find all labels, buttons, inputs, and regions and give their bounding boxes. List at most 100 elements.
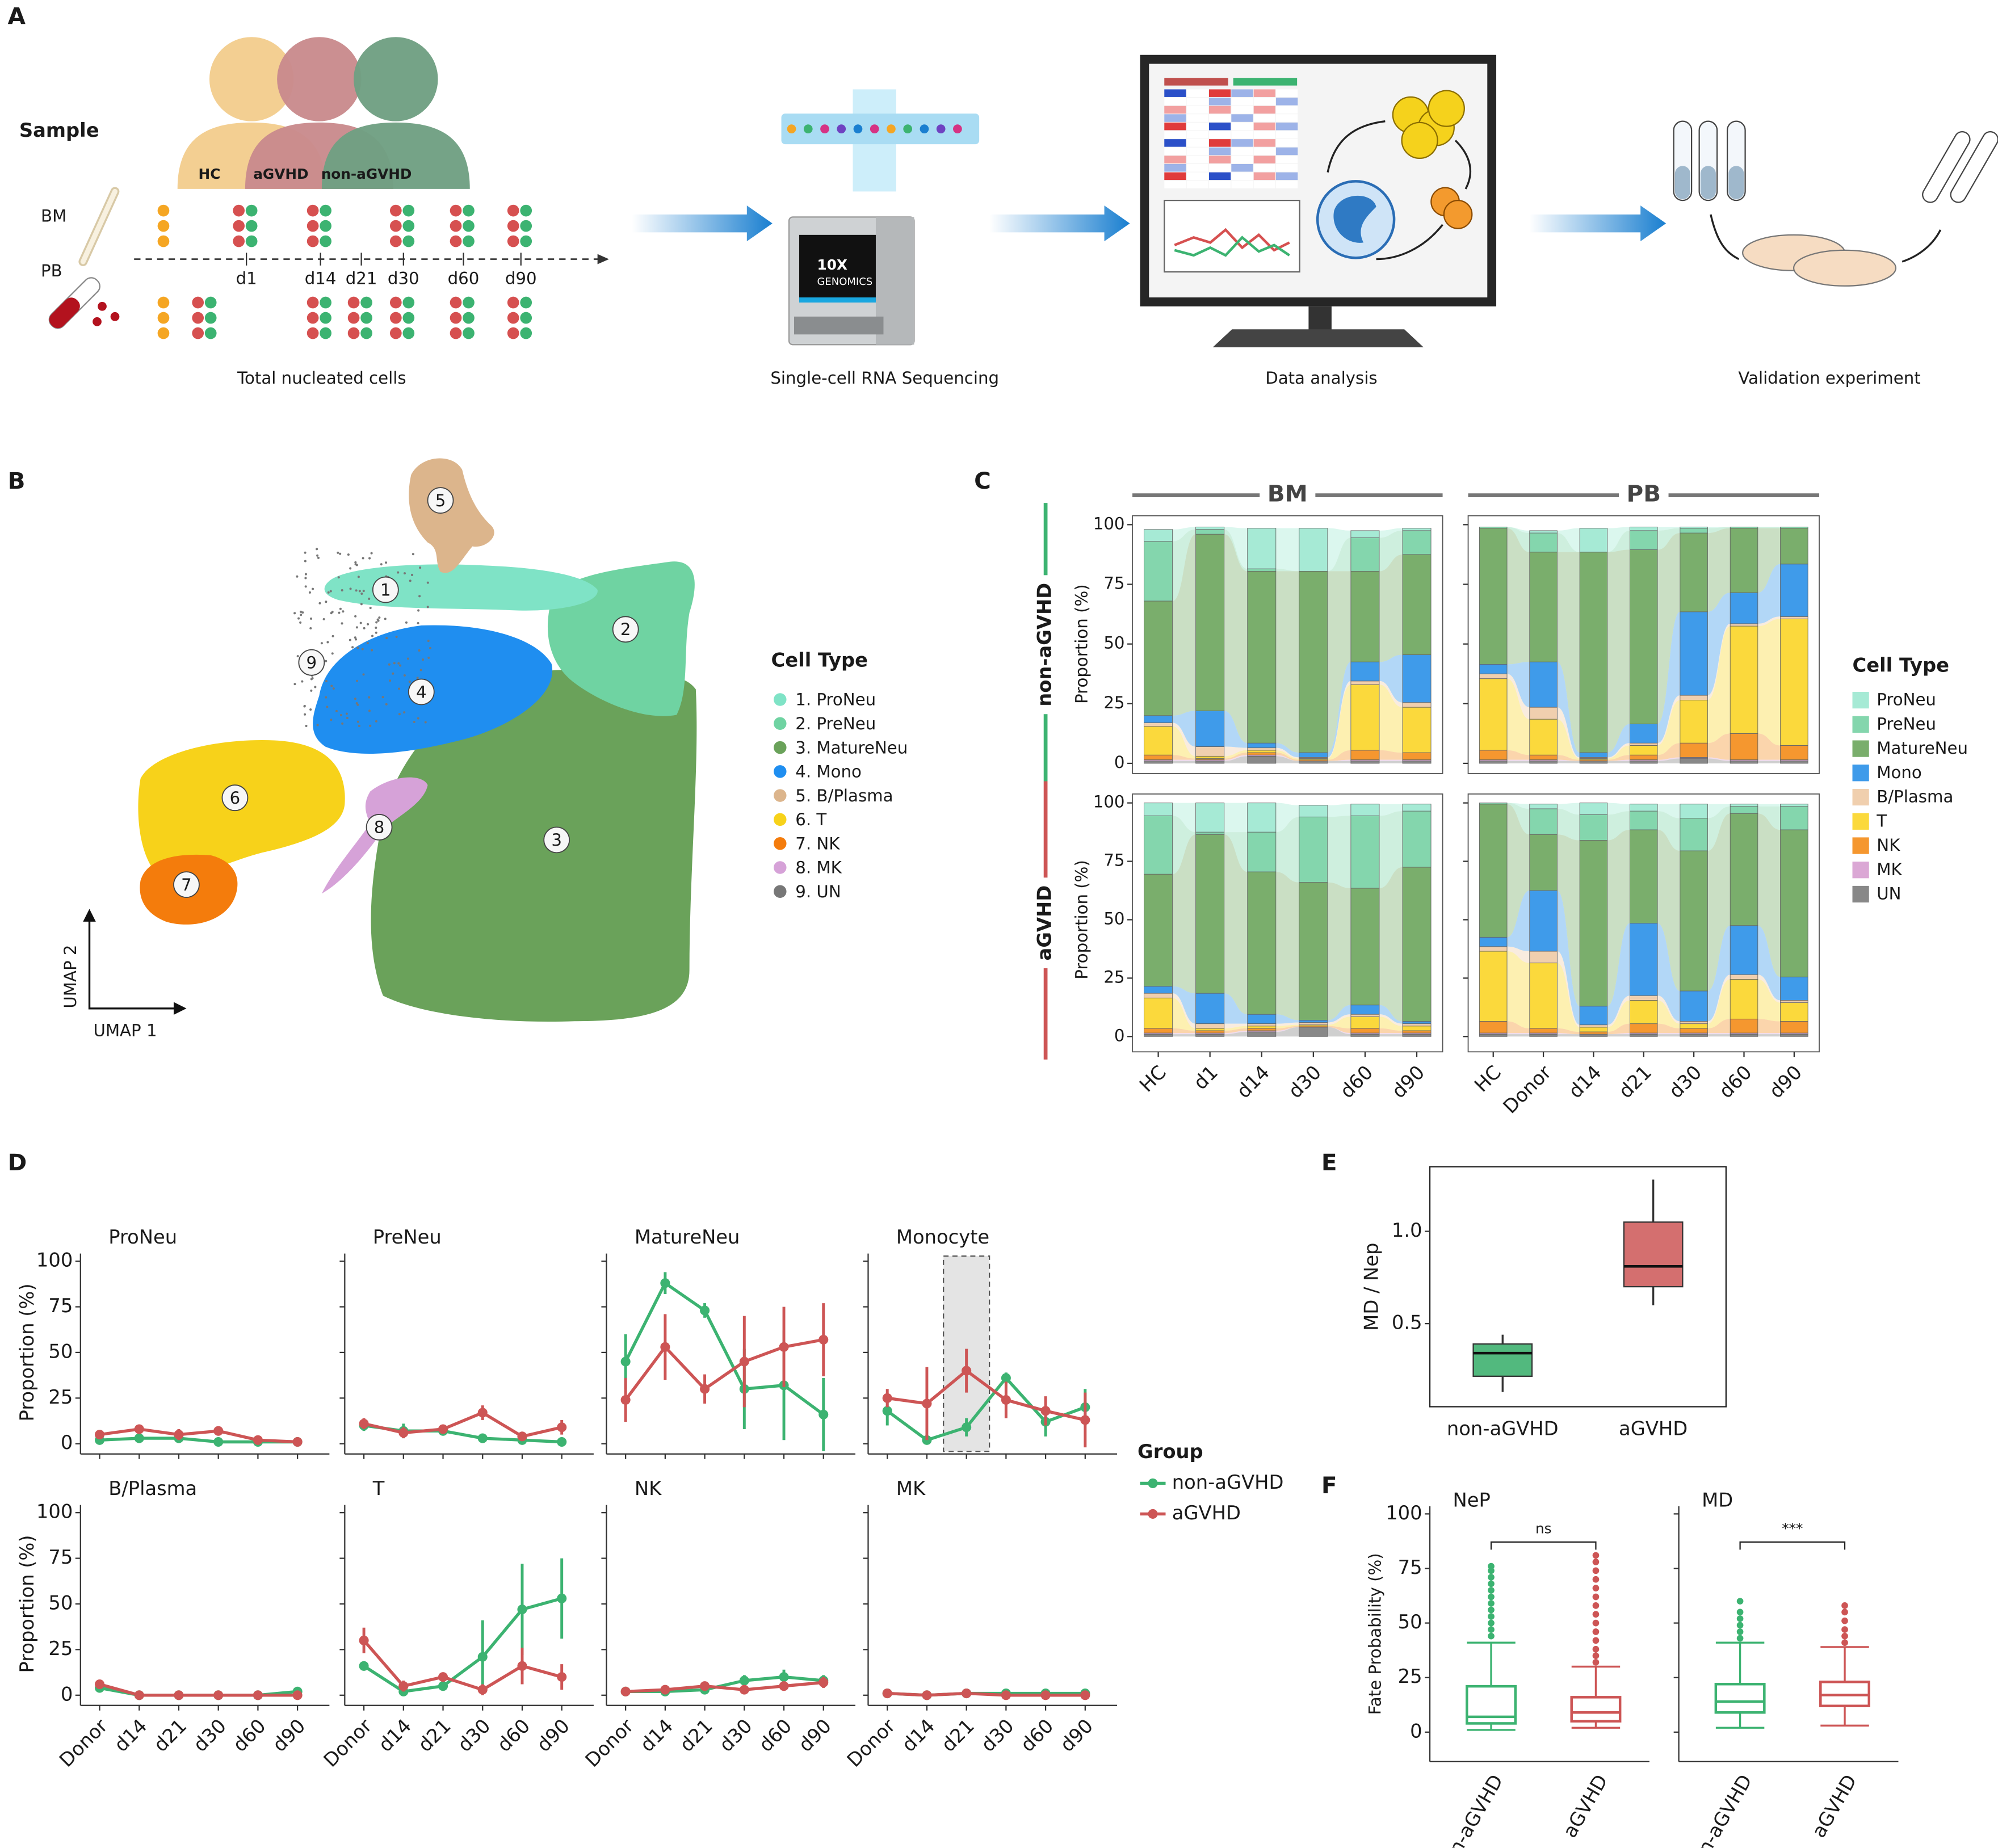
- mini-line: [1174, 236, 1290, 257]
- sample-dot: [233, 235, 245, 247]
- heat-cell: [1276, 122, 1298, 131]
- mean-point: [398, 1427, 409, 1438]
- bar-segment: [1247, 1023, 1277, 1027]
- sample-dot: [450, 327, 462, 339]
- umap-point: [299, 621, 302, 624]
- alluvial-band: [1379, 1005, 1403, 1024]
- heat-cell: [1208, 106, 1231, 114]
- umap-point: [403, 711, 406, 714]
- umap-point: [304, 573, 307, 576]
- bar-segment: [1630, 995, 1658, 1001]
- y-tick-label: 50: [1398, 1611, 1422, 1633]
- legend-swatch: [1852, 885, 1869, 903]
- alluvial-band: [1379, 528, 1403, 538]
- heat-cell: [1253, 98, 1275, 106]
- row-header: aGVHD: [1034, 885, 1056, 961]
- heat-head: [1164, 78, 1228, 86]
- outlier: [1488, 1593, 1495, 1601]
- sample-dot: [157, 312, 170, 324]
- alluvial-band: [1607, 743, 1630, 759]
- outlier: [1841, 1608, 1848, 1616]
- umap-point: [325, 680, 328, 683]
- mean-point: [438, 1672, 448, 1682]
- legend-label: B/Plasma: [1877, 787, 1953, 807]
- umap-point: [419, 669, 422, 671]
- series-line: [887, 1691, 1085, 1697]
- heat-cell: [1253, 180, 1275, 188]
- bar-segment: [1144, 754, 1173, 761]
- umap-point: [354, 615, 357, 618]
- bead: [936, 124, 946, 134]
- alluvial-band: [1707, 806, 1731, 851]
- bar-segment: [1479, 936, 1508, 947]
- sample-dot: [360, 296, 372, 309]
- heat-cell: [1208, 139, 1231, 147]
- alluvial-band: [1224, 527, 1248, 569]
- umap-point: [362, 673, 365, 676]
- alluvial-band: [1557, 1034, 1580, 1037]
- sample-dot: [402, 327, 415, 339]
- umap-point: [385, 637, 388, 640]
- umap-point: [384, 618, 387, 620]
- bar-segment: [1479, 946, 1508, 952]
- heat-cell: [1231, 156, 1253, 163]
- bar-segment: [1350, 804, 1380, 816]
- sample-dot: [389, 204, 402, 217]
- bead: [887, 124, 896, 134]
- heat-cell: [1276, 172, 1298, 180]
- sample-dot: [320, 204, 331, 217]
- sample-dot: [450, 220, 462, 232]
- alluvial-band: [1657, 996, 1680, 1024]
- bar-segment: [1780, 527, 1808, 529]
- sample-dot: [347, 327, 360, 339]
- bar-segment: [1350, 684, 1380, 751]
- alluvial-band: [1507, 674, 1530, 720]
- heat-cell: [1186, 114, 1208, 122]
- umap-point: [331, 652, 334, 655]
- alluvial-band: [1707, 925, 1731, 1022]
- alluvial-band: [1275, 872, 1299, 1020]
- bar-segment: [1680, 527, 1708, 529]
- heat-cell: [1253, 147, 1275, 156]
- umap-point: [310, 617, 313, 620]
- heat-cell: [1208, 147, 1231, 156]
- heat-cell: [1186, 139, 1208, 147]
- bar-segment: [1299, 761, 1328, 764]
- cycle-arrow: [1327, 120, 1386, 173]
- panel-label: C: [974, 467, 991, 494]
- blood-drop: [98, 301, 107, 311]
- mean-point: [134, 1690, 144, 1700]
- alluvial-band: [1224, 529, 1248, 572]
- bar-segment: [1529, 719, 1558, 755]
- umap-point: [363, 627, 366, 629]
- bar-segment: [1479, 803, 1508, 805]
- flow-curve: [1710, 214, 1740, 261]
- sample-dot: [402, 312, 415, 324]
- sample-dot: [520, 220, 532, 232]
- bar-segment: [1730, 623, 1758, 627]
- alluvial-band: [1757, 979, 1781, 1022]
- bar-segment: [1479, 951, 1508, 1022]
- bead: [853, 124, 863, 134]
- alluvial-band: [1379, 804, 1403, 816]
- outlier: [1488, 1563, 1495, 1570]
- bar-segment: [1402, 654, 1432, 703]
- legend-swatch: [1852, 740, 1869, 757]
- umap-point: [304, 560, 307, 562]
- heat-cell: [1231, 114, 1253, 122]
- heat-cell: [1186, 172, 1208, 180]
- significance-label: ***: [1782, 1520, 1803, 1536]
- bar-segment: [1144, 815, 1173, 875]
- legend-swatch: [1852, 765, 1869, 782]
- umap-point: [318, 602, 321, 604]
- y-tick-label: 50: [48, 1591, 73, 1614]
- umap-point: [341, 722, 344, 725]
- outlier: [1488, 1619, 1495, 1627]
- timepoint-label: d60: [448, 269, 480, 288]
- bead: [870, 124, 879, 134]
- cluster-label: 7: [181, 875, 192, 894]
- legend-label: aGVHD: [1172, 1502, 1241, 1524]
- bar-segment: [1247, 570, 1277, 744]
- bar-segment: [1780, 806, 1808, 830]
- alluvial-band: [1507, 804, 1530, 938]
